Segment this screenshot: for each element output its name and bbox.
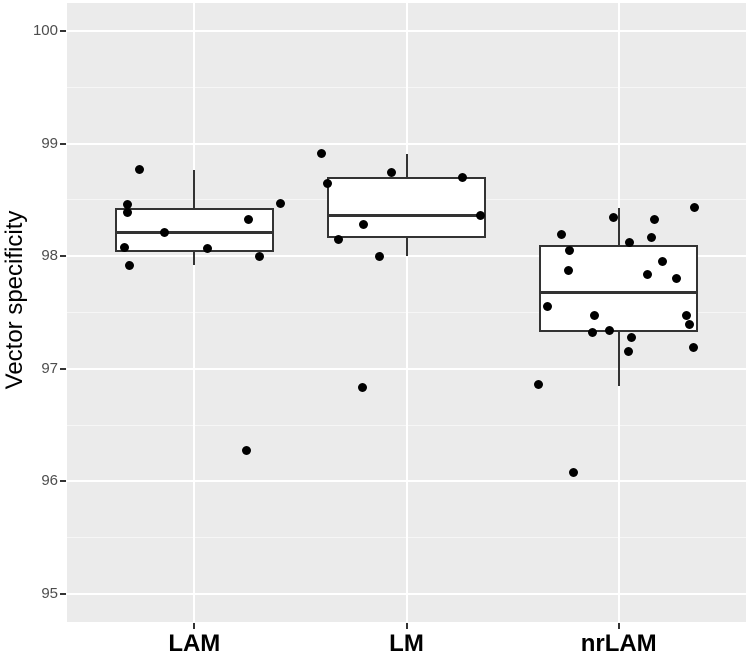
y-tick-label: 96 [41, 472, 58, 490]
jitter-point [458, 172, 467, 182]
jitter-point [658, 257, 668, 267]
y-tick-mark [60, 255, 66, 258]
jitter-point [564, 266, 574, 276]
jitter-point [254, 251, 264, 261]
x-category-label-LM: LM [389, 630, 424, 657]
gridline-vertical [193, 3, 196, 622]
gridline-vertical [405, 3, 408, 622]
jitter-point [557, 230, 567, 240]
whisker-lower [193, 251, 196, 266]
jitter-point [650, 214, 660, 224]
x-tick-mark [405, 623, 408, 629]
jitter-point [202, 243, 212, 253]
jitter-point [627, 332, 637, 342]
jitter-point [243, 214, 253, 224]
jitter-point [588, 328, 598, 338]
jitter-point [690, 203, 700, 213]
y-tick-mark [60, 142, 66, 145]
jitter-point [647, 232, 657, 242]
jitter-point [624, 347, 634, 357]
jitter-point [569, 467, 579, 477]
jitter-point [609, 213, 619, 223]
x-tick-mark [193, 623, 196, 629]
x-tick-mark [617, 623, 620, 629]
whisker-lower [617, 331, 620, 386]
jitter-point [122, 207, 132, 217]
whisker-upper [617, 207, 620, 245]
jitter-point [122, 199, 132, 209]
jitter-point [359, 220, 368, 230]
jitter-point [124, 260, 134, 270]
y-tick-label: 99 [41, 134, 58, 152]
whisker-upper [405, 153, 408, 178]
jitter-point [685, 320, 695, 330]
jitter-point [159, 228, 169, 238]
jitter-point [241, 446, 251, 456]
jitter-point [689, 342, 699, 352]
jitter-point [387, 168, 396, 178]
jitter-point [119, 242, 129, 252]
jitter-point [643, 269, 653, 279]
y-tick-label: 100 [32, 22, 58, 40]
jitter-point [375, 251, 384, 261]
jitter-point [590, 311, 600, 321]
median-line [114, 231, 274, 235]
jitter-point [476, 211, 485, 221]
whisker-upper [193, 169, 196, 208]
y-tick-mark [60, 480, 66, 483]
jitter-point [134, 165, 144, 175]
jitter-point [682, 311, 692, 321]
jitter-point [323, 178, 332, 188]
y-tick-mark [60, 30, 66, 33]
y-tick-mark [60, 367, 66, 370]
jitter-point [625, 238, 635, 248]
plot-panel [67, 3, 746, 622]
x-category-label-LAM: LAM [168, 630, 221, 657]
box-LM [327, 177, 486, 239]
jitter-point [317, 149, 326, 159]
y-tick-label: 97 [41, 359, 58, 377]
box-nrLAM [539, 244, 699, 332]
jitter-point [534, 380, 544, 390]
jitter-point [334, 234, 343, 244]
jitter-point [565, 246, 575, 256]
x-category-label-nrLAM: nrLAM [580, 630, 657, 657]
whisker-lower [405, 238, 408, 257]
y-tick-label: 95 [41, 584, 58, 602]
jitter-point [358, 383, 367, 393]
jitter-point [672, 274, 682, 284]
jitter-point [605, 326, 615, 335]
median-line [327, 214, 486, 218]
median-line [539, 290, 699, 294]
y-tick-label: 98 [41, 247, 58, 265]
jitter-point [543, 302, 553, 312]
jitter-point [275, 198, 285, 208]
y-tick-mark [60, 592, 66, 595]
